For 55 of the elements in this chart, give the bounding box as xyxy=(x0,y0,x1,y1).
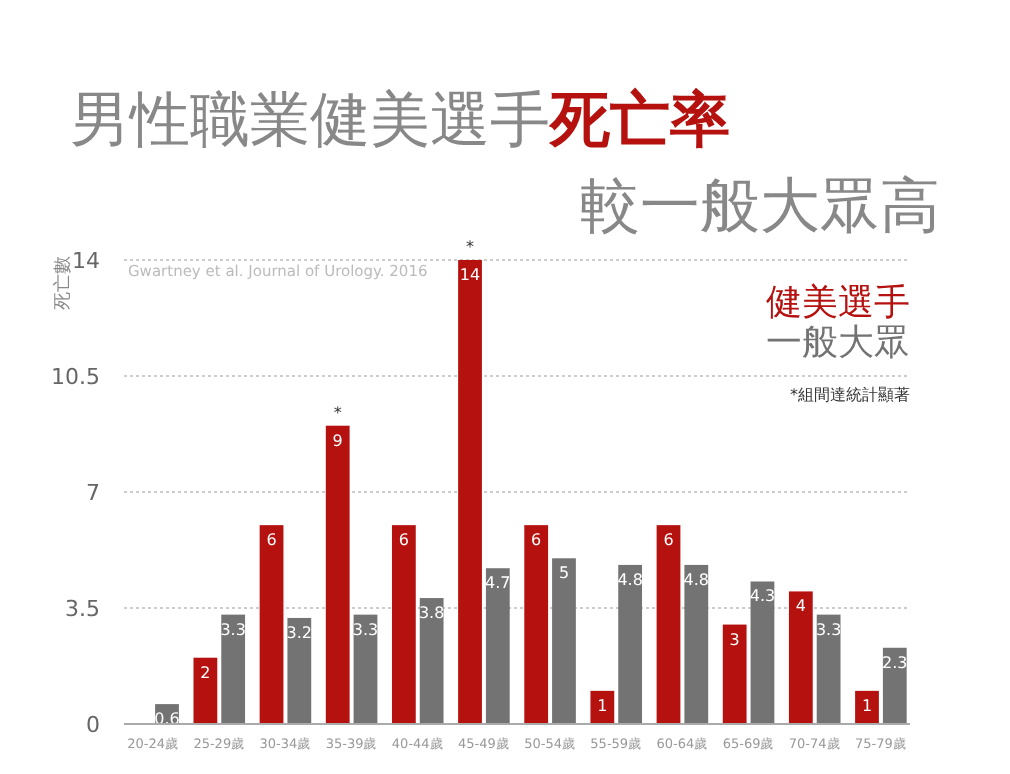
y-tick-label: 0 xyxy=(86,712,100,738)
data-label: 3.2 xyxy=(286,623,313,642)
chart-title: 男性職業健美選手死亡率 xyxy=(70,86,730,156)
bar xyxy=(816,614,841,724)
bar xyxy=(221,614,246,724)
data-label: 5 xyxy=(558,564,570,583)
bar xyxy=(855,690,879,724)
data-label: 14 xyxy=(459,266,481,284)
data-label: 2 xyxy=(200,663,211,682)
data-label: 3.3 xyxy=(220,620,246,639)
bar xyxy=(590,690,615,724)
y-axis-title: 死亡數 xyxy=(52,256,74,310)
data-label: 6 xyxy=(531,531,542,550)
bar xyxy=(882,647,907,724)
bar xyxy=(656,525,681,724)
bar xyxy=(391,525,416,724)
bar xyxy=(722,624,747,724)
data-label: 6 xyxy=(398,531,409,550)
bar xyxy=(524,525,549,724)
data-label: 4 xyxy=(795,597,806,616)
annotation: * xyxy=(333,403,342,422)
bar xyxy=(618,564,643,724)
text: 一般大眾 xyxy=(766,322,910,364)
data-label: 9 xyxy=(332,431,343,450)
data-label: 3.8 xyxy=(418,604,445,623)
data-label: 3 xyxy=(729,630,740,649)
data-label: 6 xyxy=(663,531,674,550)
bar xyxy=(259,525,284,724)
data-label: 3.3 xyxy=(815,620,842,639)
data-label: 3.3 xyxy=(352,620,379,639)
y-tick-label: 10.5 xyxy=(51,364,100,390)
data-label: 4.8 xyxy=(617,570,643,589)
bar xyxy=(193,657,218,724)
y-tick-label: 14 xyxy=(72,248,100,274)
bar xyxy=(788,591,813,724)
data-label: 2.3 xyxy=(882,653,908,672)
data-label: 4.8 xyxy=(683,570,710,589)
text: 健美選手 xyxy=(766,282,910,324)
annotation: *組間達統計顯著 xyxy=(790,386,910,404)
bar xyxy=(684,564,709,724)
bar xyxy=(325,425,350,724)
data-label: 6 xyxy=(266,531,277,550)
bar xyxy=(552,558,576,724)
chart-subtitle: 較一般大眾高 xyxy=(580,172,940,242)
bar xyxy=(419,598,444,724)
bar xyxy=(458,260,482,724)
annotation: * xyxy=(466,238,475,256)
data-label: 1 xyxy=(597,696,608,715)
bar xyxy=(353,614,378,724)
data-label: 1 xyxy=(861,696,873,715)
y-tick-label: 3.5 xyxy=(65,596,100,622)
bar xyxy=(287,617,312,724)
bar xyxy=(750,581,775,724)
y-tick-label: 7 xyxy=(86,480,100,506)
bar xyxy=(485,568,510,724)
